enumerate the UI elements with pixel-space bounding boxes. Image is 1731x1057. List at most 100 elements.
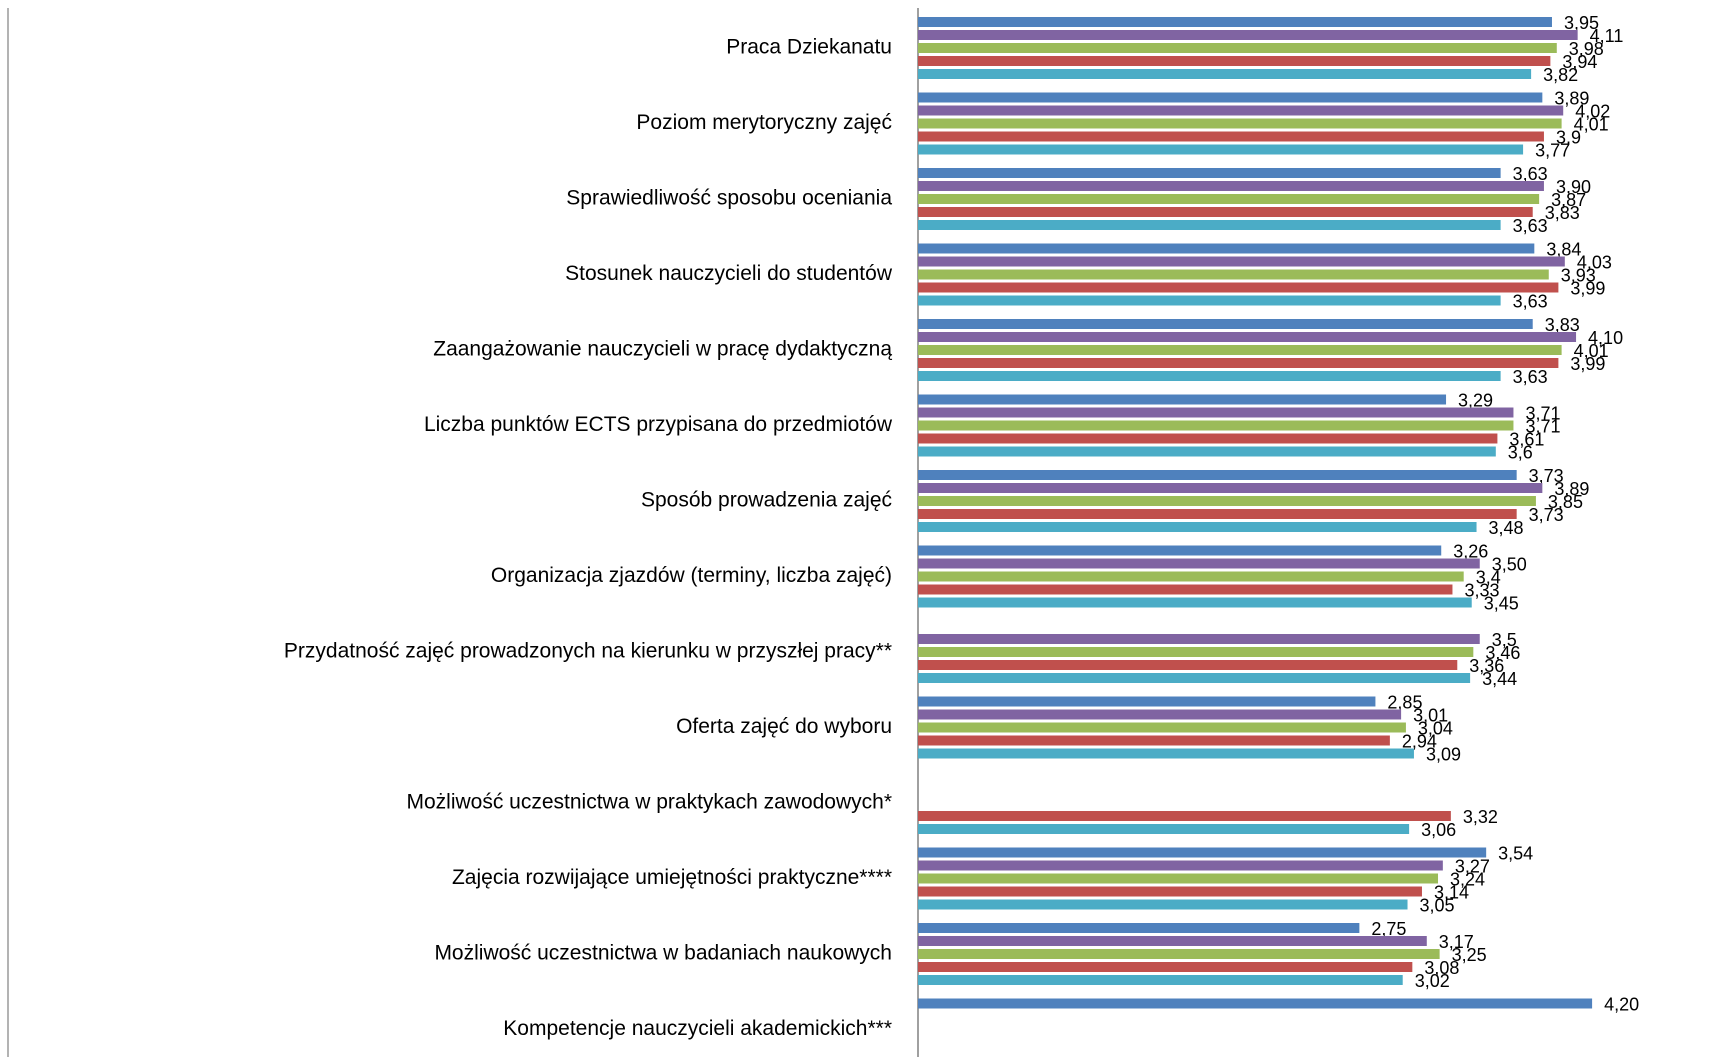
bar <box>918 345 1562 355</box>
bar <box>918 584 1453 595</box>
bar <box>918 558 1480 569</box>
bar <box>918 899 1408 910</box>
bar <box>918 647 1474 657</box>
data-label: 3,89 <box>1554 89 1589 109</box>
data-label: 4,10 <box>1588 328 1623 348</box>
data-label: 3,29 <box>1458 391 1493 411</box>
bar <box>918 923 1360 933</box>
data-label: 2,75 <box>1371 919 1406 939</box>
bar <box>918 660 1458 670</box>
bar <box>918 168 1501 178</box>
data-label: 3,87 <box>1551 190 1586 210</box>
bar <box>918 295 1501 306</box>
bar <box>918 17 1552 27</box>
bar <box>918 722 1406 733</box>
category-label: Przydatność zajęć prowadzonych na kierun… <box>284 640 892 663</box>
data-label: 3,08 <box>1424 958 1459 978</box>
bar <box>918 56 1551 66</box>
data-label: 3,63 <box>1513 216 1548 236</box>
bar <box>918 394 1447 405</box>
data-label: 3,99 <box>1570 279 1605 299</box>
category-label: Sprawiedliwość sposobu oceniania <box>566 187 892 210</box>
data-label: 3,24 <box>1450 870 1485 890</box>
bar <box>918 962 1413 972</box>
bar <box>918 105 1564 116</box>
bar <box>918 207 1533 217</box>
data-label: 3,83 <box>1545 203 1580 223</box>
category-label: Możliwość uczestnictwa w badaniach nauko… <box>434 942 892 965</box>
category-label: Poziom merytoryczny zajęć <box>636 111 892 134</box>
bar <box>918 69 1532 79</box>
bar <box>918 144 1524 155</box>
data-label: 3,98 <box>1569 39 1604 59</box>
bar <box>918 420 1514 431</box>
data-label: 3,26 <box>1453 542 1488 562</box>
bar <box>918 873 1439 884</box>
bar <box>918 332 1577 342</box>
category-label: Zajęcia rozwijające umiejętności praktyc… <box>452 866 892 889</box>
data-label: 3,95 <box>1564 13 1599 33</box>
data-label: 4,20 <box>1604 995 1639 1015</box>
bar <box>918 545 1442 556</box>
data-label: 4,01 <box>1574 115 1609 135</box>
bar <box>918 358 1559 368</box>
bar <box>918 220 1501 230</box>
category-label: Kompetencje nauczycieli akademickich*** <box>503 1017 892 1040</box>
bar <box>918 634 1480 644</box>
data-label: 3,89 <box>1554 479 1589 499</box>
bar <box>918 256 1565 267</box>
data-label: 3,06 <box>1421 820 1456 840</box>
data-label: 3,83 <box>1545 315 1580 335</box>
bar <box>918 847 1487 858</box>
data-label: 3,25 <box>1452 945 1487 965</box>
data-label: 3,84 <box>1546 240 1581 260</box>
data-label: 3,01 <box>1413 706 1448 726</box>
data-label: 3,54 <box>1498 844 1533 864</box>
data-label: 3,99 <box>1570 354 1605 374</box>
data-label: 3,90 <box>1556 177 1591 197</box>
data-label: 3,45 <box>1484 594 1519 614</box>
data-label: 3,27 <box>1455 857 1490 877</box>
bar <box>918 522 1477 532</box>
data-label: 3,71 <box>1525 417 1560 437</box>
data-label: 3,02 <box>1415 971 1450 991</box>
bar <box>918 407 1514 418</box>
bar <box>918 243 1535 254</box>
data-label: 3,17 <box>1439 932 1474 952</box>
data-label: 3,14 <box>1434 883 1469 903</box>
bar <box>918 470 1517 480</box>
bar <box>918 811 1451 821</box>
bar <box>918 269 1549 280</box>
data-label: 3,85 <box>1548 492 1583 512</box>
bar <box>918 998 1593 1009</box>
plot-area: Praca Dziekanatu 3,954,113,983,943,82 Pozi… <box>284 13 1639 1040</box>
data-label: 4,02 <box>1575 102 1610 122</box>
data-label: 4,01 <box>1574 341 1609 361</box>
data-label: 3,9 <box>1556 128 1581 148</box>
category-label: Organizacja zjazdów (terminy, liczba zaj… <box>491 564 892 587</box>
data-label: 3,73 <box>1529 466 1564 486</box>
data-label: 3,77 <box>1535 141 1570 161</box>
data-label: 3,63 <box>1513 292 1548 312</box>
data-label: 3,71 <box>1525 404 1560 424</box>
bar <box>918 975 1403 985</box>
data-label: 3,05 <box>1420 896 1455 916</box>
data-label: 3,82 <box>1543 65 1578 85</box>
data-label: 3,04 <box>1418 719 1453 739</box>
bar <box>918 509 1517 519</box>
bar <box>918 949 1440 959</box>
data-label: 3,63 <box>1513 164 1548 184</box>
data-label: 3,46 <box>1485 643 1520 663</box>
bar <box>918 709 1402 720</box>
bar <box>918 483 1543 493</box>
category-label: Zaangażowanie nauczycieli w pracę dydakt… <box>433 338 892 361</box>
data-label: 3,50 <box>1492 555 1527 575</box>
bar <box>918 43 1557 53</box>
data-label: 4,11 <box>1590 26 1624 46</box>
bar <box>918 571 1464 582</box>
bar <box>918 748 1414 759</box>
data-label: 4,03 <box>1577 253 1612 273</box>
category-label: Praca Dziekanatu <box>726 36 892 59</box>
data-label: 3,33 <box>1464 581 1499 601</box>
